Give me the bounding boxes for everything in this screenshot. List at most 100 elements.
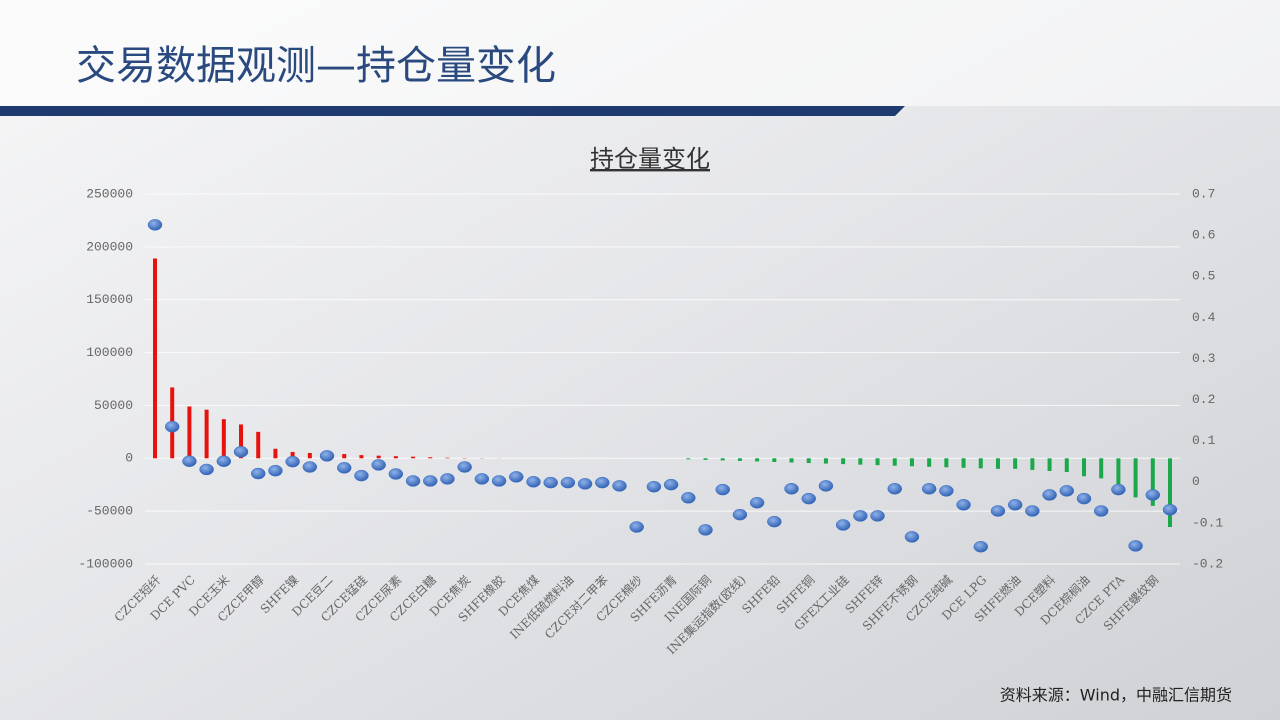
dot [1007, 499, 1023, 511]
dot [147, 219, 163, 231]
dot [715, 483, 730, 496]
y2-tick-label: 0.1 [1192, 433, 1216, 448]
dot [164, 420, 180, 433]
dot [250, 467, 266, 480]
bar [204, 409, 209, 459]
y-tick-label: 150000 [86, 292, 133, 307]
dot [336, 462, 352, 474]
dot [371, 459, 386, 471]
dot [1111, 483, 1126, 496]
bar [737, 458, 742, 461]
bar [187, 406, 192, 459]
bar [239, 424, 244, 459]
bar [755, 458, 760, 462]
bar [1030, 458, 1035, 470]
y-tick-label: 250000 [86, 186, 133, 201]
y-tick-label: 50000 [94, 398, 133, 413]
dot [1128, 540, 1143, 552]
chart-title: 持仓量变化 [590, 145, 710, 173]
y2-tick-label: 0.7 [1192, 186, 1215, 201]
title-band [0, 0, 1280, 106]
bar [703, 458, 708, 460]
y-tick-label: 0 [125, 451, 133, 466]
bar [686, 458, 691, 460]
dot [698, 524, 713, 536]
bar [892, 458, 897, 466]
y2-tick-label: 0.5 [1192, 269, 1215, 284]
bar [772, 458, 777, 462]
dot [646, 480, 662, 493]
dot [1162, 503, 1178, 516]
dot [1025, 505, 1040, 517]
y2-tick-label: -0.2 [1192, 556, 1223, 571]
bar [393, 456, 398, 459]
dot [388, 468, 404, 480]
bar [1099, 458, 1104, 479]
dot [216, 455, 232, 467]
bar [290, 451, 295, 459]
dot [681, 492, 696, 504]
dot [423, 475, 438, 487]
dot [973, 540, 989, 553]
bar [909, 458, 914, 467]
dot [199, 463, 214, 476]
bar [1064, 458, 1069, 473]
y2-tick-label: 0.6 [1192, 228, 1215, 243]
bar [875, 458, 880, 466]
dot [577, 478, 593, 490]
dot [870, 510, 885, 522]
dot [956, 499, 971, 511]
bar [1081, 458, 1086, 477]
y2-tick-label: -0.1 [1192, 515, 1223, 530]
dot [268, 464, 283, 477]
bar [445, 457, 450, 459]
bar [1013, 458, 1018, 469]
dot [405, 475, 421, 487]
bar [1133, 458, 1138, 498]
bar [789, 458, 794, 463]
bar [995, 458, 1000, 469]
bar [376, 455, 381, 459]
bar [1047, 458, 1052, 471]
dot [491, 475, 507, 487]
dot [457, 461, 472, 473]
bar [961, 458, 966, 468]
bar [411, 456, 416, 459]
dot [835, 519, 851, 531]
bar [1150, 458, 1155, 506]
dot [784, 483, 799, 495]
bar [307, 453, 312, 459]
bar [153, 258, 157, 459]
bar [841, 458, 846, 465]
bar [273, 448, 278, 459]
dot [749, 496, 765, 509]
dot [474, 473, 490, 485]
bar [359, 455, 364, 459]
bar [428, 457, 433, 459]
dot [319, 450, 335, 462]
dot [1093, 505, 1109, 517]
dot [285, 455, 300, 468]
dot [767, 515, 782, 528]
bar [978, 458, 983, 469]
bar [806, 458, 811, 464]
y2-tick-label: 0.3 [1192, 351, 1215, 366]
dot [853, 510, 868, 522]
dot [560, 476, 576, 489]
dot [801, 492, 816, 505]
bar [342, 454, 347, 459]
dot [887, 483, 902, 495]
bar [858, 458, 863, 465]
dot [526, 476, 541, 488]
y-tick-label: -50000 [86, 504, 133, 519]
y-tick-label: 200000 [86, 239, 133, 254]
dot [612, 480, 627, 492]
y2-tick-label: 0.2 [1192, 392, 1215, 407]
y2-tick-label: 0 [1192, 474, 1200, 489]
dot [732, 508, 748, 521]
bar [1116, 458, 1121, 488]
dot [921, 483, 937, 495]
bar [1168, 458, 1172, 527]
